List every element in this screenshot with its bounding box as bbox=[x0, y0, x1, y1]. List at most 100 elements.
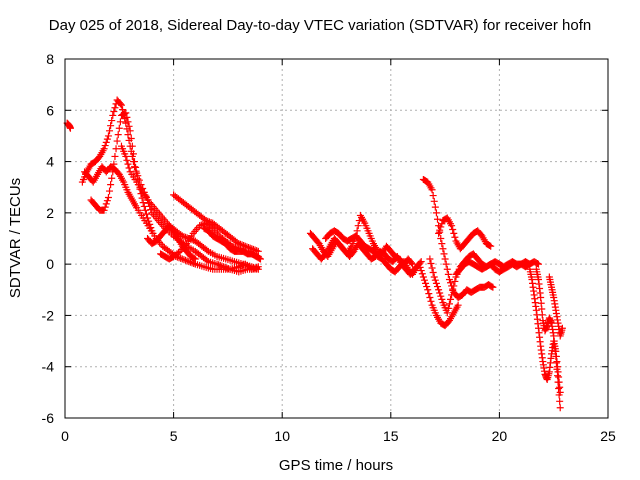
data-point bbox=[420, 276, 428, 284]
y-tick-label: 8 bbox=[46, 51, 54, 67]
x-tick-label: 10 bbox=[274, 428, 290, 444]
data-point bbox=[125, 164, 133, 172]
data-point bbox=[427, 260, 435, 268]
data-point bbox=[116, 100, 124, 108]
data-point bbox=[407, 259, 415, 267]
data-point bbox=[144, 214, 152, 222]
data-point bbox=[196, 222, 204, 230]
data-point bbox=[489, 283, 497, 291]
data-point bbox=[66, 124, 74, 132]
data-point bbox=[245, 243, 253, 251]
data-point bbox=[430, 273, 438, 281]
data-point bbox=[555, 385, 563, 393]
data-point bbox=[448, 291, 456, 299]
data-point bbox=[249, 263, 257, 271]
data-point bbox=[148, 227, 156, 235]
data-point bbox=[100, 145, 108, 153]
data-point bbox=[109, 111, 117, 119]
data-point bbox=[253, 265, 261, 273]
data-point bbox=[182, 233, 190, 241]
data-point bbox=[178, 232, 186, 240]
data-points bbox=[63, 96, 566, 412]
data-point bbox=[555, 391, 563, 399]
data-point bbox=[436, 226, 444, 234]
data-point bbox=[223, 264, 231, 272]
data-point bbox=[106, 187, 114, 195]
data-point bbox=[431, 276, 439, 284]
data-point bbox=[425, 290, 433, 298]
data-point bbox=[444, 270, 452, 278]
data-point bbox=[113, 137, 121, 145]
data-point bbox=[251, 264, 259, 272]
data-point bbox=[424, 286, 432, 294]
data-point bbox=[126, 127, 134, 135]
data-point bbox=[100, 206, 108, 214]
data-point bbox=[256, 255, 264, 263]
data-point bbox=[104, 132, 112, 140]
data-point bbox=[123, 113, 131, 121]
data-point bbox=[450, 229, 458, 237]
x-tick-label: 20 bbox=[492, 428, 508, 444]
x-axis-label: GPS time / hours bbox=[279, 457, 393, 474]
data-point bbox=[433, 283, 441, 291]
x-tick-label: 5 bbox=[170, 428, 178, 444]
data-point bbox=[447, 279, 455, 287]
y-tick-label: -6 bbox=[42, 410, 55, 426]
data-point bbox=[443, 309, 451, 317]
data-point bbox=[553, 365, 561, 373]
y-tick-label: -4 bbox=[42, 359, 55, 375]
data-point bbox=[552, 359, 560, 367]
data-point bbox=[123, 156, 131, 164]
data-point bbox=[448, 222, 456, 230]
data-point bbox=[450, 282, 458, 290]
data-point bbox=[124, 160, 132, 168]
y-tick-label: 2 bbox=[46, 205, 54, 221]
data-point bbox=[436, 289, 444, 297]
data-point bbox=[107, 122, 115, 130]
data-point bbox=[419, 273, 427, 281]
data-point bbox=[552, 352, 560, 360]
data-point bbox=[177, 254, 185, 262]
data-point bbox=[451, 277, 459, 285]
data-point bbox=[437, 223, 445, 231]
data-point bbox=[554, 372, 562, 380]
data-point bbox=[451, 233, 459, 241]
data-point bbox=[106, 127, 114, 135]
data-point bbox=[101, 203, 109, 211]
data-point bbox=[442, 260, 450, 268]
x-tick-label: 25 bbox=[600, 428, 616, 444]
data-point bbox=[122, 109, 130, 117]
data-point bbox=[241, 242, 249, 250]
plot-frame bbox=[64, 58, 609, 419]
data-point bbox=[248, 263, 256, 271]
data-point bbox=[103, 197, 111, 205]
data-point bbox=[556, 404, 564, 412]
data-point bbox=[444, 304, 452, 312]
data-point bbox=[488, 283, 496, 291]
data-point bbox=[141, 206, 149, 214]
data-point bbox=[445, 300, 453, 308]
data-point bbox=[204, 217, 212, 225]
y-tick-label: 4 bbox=[46, 154, 54, 170]
data-point bbox=[140, 202, 148, 210]
data-point bbox=[112, 145, 120, 153]
data-point bbox=[431, 203, 439, 211]
data-point bbox=[102, 200, 110, 208]
data-point bbox=[429, 268, 437, 276]
data-point bbox=[533, 260, 541, 268]
data-point bbox=[216, 261, 224, 269]
data-point bbox=[558, 324, 566, 332]
data-point bbox=[139, 199, 147, 207]
data-point bbox=[131, 158, 139, 166]
data-point bbox=[438, 240, 446, 248]
data-point bbox=[109, 168, 117, 176]
data-point bbox=[178, 255, 186, 263]
data-point bbox=[101, 142, 109, 150]
data-point bbox=[427, 297, 435, 305]
data-point bbox=[423, 283, 431, 291]
data-point bbox=[438, 295, 446, 303]
data-point bbox=[487, 242, 495, 250]
data-point bbox=[554, 378, 562, 386]
data-point bbox=[111, 104, 119, 112]
data-point bbox=[124, 131, 132, 139]
